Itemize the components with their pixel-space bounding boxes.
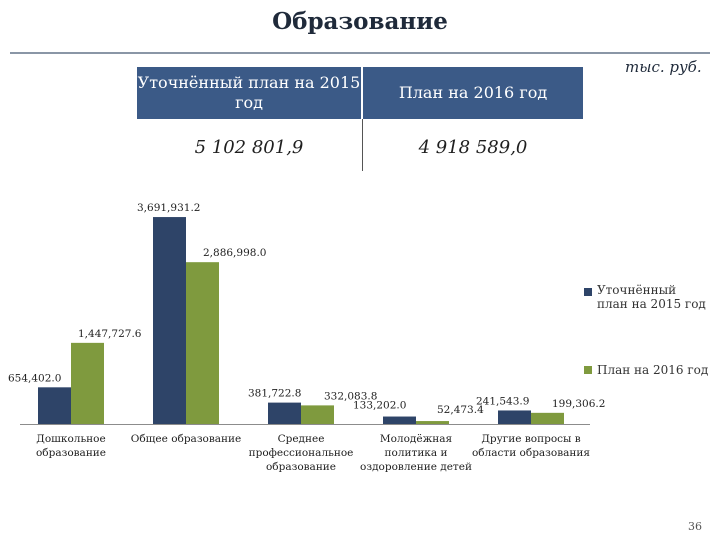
category-label-4-line-1: области образования [472, 447, 590, 459]
bar-series-1-cat-1 [186, 262, 219, 424]
title-divider [10, 52, 710, 54]
data-label-series-0-cat-1: 3,691,931.2 [137, 202, 200, 214]
bar-series-1-cat-2 [301, 405, 334, 424]
data-label-series-0-cat-2: 381,722.8 [248, 388, 301, 400]
table-divider [362, 119, 363, 171]
bar-series-0-cat-1 [153, 217, 186, 424]
bar-series-0-cat-3 [383, 416, 416, 424]
bar-series-1-cat-4 [531, 412, 564, 424]
legend-label-2016: План на 2016 год [597, 363, 709, 377]
table-value-2016: 4 918 589,0 [418, 136, 528, 158]
category-label-0-line-1: образование [36, 447, 106, 459]
data-label-series-1-cat-4: 199,306.2 [552, 398, 605, 410]
category-label-3-line-0: Молодёжная [380, 433, 453, 445]
category-label-4-line-0: Другие вопросы в [481, 433, 580, 445]
category-label-2-line-2: образование [266, 461, 336, 473]
category-label-3-line-2: оздоровление детей [360, 461, 472, 473]
bar-series-0-cat-2 [268, 402, 301, 424]
legend-label-2015: Уточнённый план на 2015 год [597, 283, 706, 311]
legend-swatch-2016 [584, 366, 592, 374]
data-label-series-0-cat-0: 654,402.0 [8, 372, 61, 384]
category-label-3-line-1: политика и [385, 447, 448, 459]
table-header-2015: Уточнённый план на 2015 год [137, 67, 361, 119]
slide-title: Образование [272, 8, 448, 35]
category-label-1-line-0: Общее образование [131, 433, 242, 445]
data-label-series-1-cat-3: 52,473.4 [437, 404, 484, 416]
page-number: 36 [688, 520, 702, 533]
bar-series-1-cat-0 [71, 342, 104, 424]
bar-series-0-cat-4 [498, 410, 531, 424]
bar-series-0-cat-0 [38, 387, 71, 424]
unit-label: тыс. руб. [625, 58, 702, 76]
data-label-series-1-cat-0: 1,447,727.6 [78, 328, 142, 340]
data-label-series-0-cat-3: 133,202.0 [353, 400, 406, 412]
category-label-2-line-1: профессиональное [249, 447, 354, 459]
category-label-0-line-0: Дошкольное [36, 433, 105, 445]
category-label-2-line-0: Среднее [278, 433, 325, 445]
data-label-series-0-cat-4: 241,543.9 [476, 395, 529, 407]
data-label-series-1-cat-2: 332,083.8 [324, 390, 377, 402]
bar-series-1-cat-3 [416, 421, 449, 424]
table-value-2015: 5 102 801,9 [194, 136, 304, 158]
data-label-series-1-cat-1: 2,886,998.0 [203, 247, 266, 259]
table-header-2016: План на 2016 год [363, 67, 583, 119]
legend-swatch-2015 [584, 288, 592, 296]
